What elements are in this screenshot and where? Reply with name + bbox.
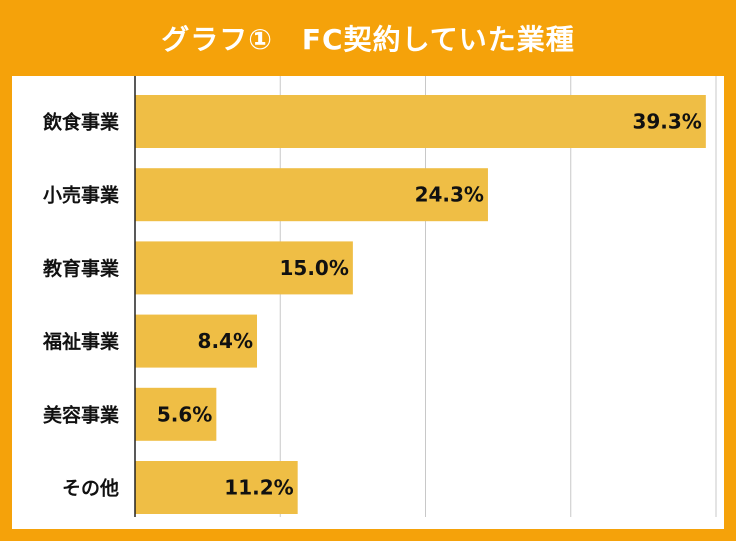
value-label-4: 5.6% bbox=[157, 402, 212, 426]
category-label-2: 教育事業 bbox=[43, 257, 120, 280]
bar-5 bbox=[135, 461, 298, 514]
value-label-1: 24.3% bbox=[415, 183, 484, 207]
category-label-4: 美容事業 bbox=[43, 403, 120, 426]
bar-chart: 39.3% 飲食事業 24.3% 小売事業 15.0% 教育事業 8.4% 福祉事業 5.6% 美… bbox=[42, 76, 717, 517]
value-label-5: 11.2% bbox=[224, 476, 293, 500]
category-label-0: 飲食事業 bbox=[42, 111, 120, 134]
plot-area: 39.3% 飲食事業 24.3% 小売事業 15.0% 教育事業 8.4% 福祉事業 5.6% 美… bbox=[12, 76, 724, 529]
bar-1 bbox=[135, 168, 488, 222]
category-label-3: 福祉事業 bbox=[42, 330, 120, 353]
bar-2 bbox=[135, 241, 353, 295]
value-label-0: 39.3% bbox=[632, 110, 701, 134]
chart-title: グラフ① FC契約していた業種 bbox=[161, 23, 575, 56]
category-label-5: その他 bbox=[62, 477, 119, 500]
value-label-3: 8.4% bbox=[198, 329, 253, 353]
bar-4 bbox=[135, 387, 217, 441]
value-label-2: 15.0% bbox=[279, 256, 348, 280]
bar-3 bbox=[135, 314, 258, 368]
bar-0 bbox=[135, 95, 706, 148]
category-label-1: 小売事業 bbox=[43, 184, 120, 207]
